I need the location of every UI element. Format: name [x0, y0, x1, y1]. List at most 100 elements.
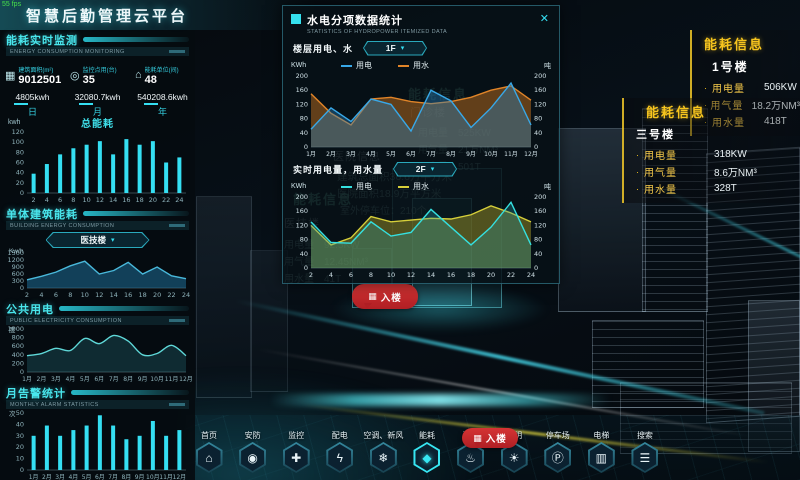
floor-usage-label: 楼层用电、水 — [293, 43, 354, 54]
info-row: · 用水量 328T — [636, 183, 737, 196]
enter-building-tag[interactable]: ▦ 入楼 — [462, 428, 518, 448]
svg-text:24: 24 — [527, 271, 535, 279]
svg-text:6: 6 — [349, 271, 353, 279]
svg-text:7月: 7月 — [426, 151, 436, 158]
svg-text:0: 0 — [304, 143, 308, 151]
svg-text:24: 24 — [175, 196, 183, 204]
close-icon[interactable]: ✕ — [539, 13, 549, 25]
building-dropdown[interactable]: 医技楼 ▾ — [45, 232, 150, 248]
hydropower-stats-modal: 水电分项数据统计 STATISTICS OF HYDROPOWER ITEMIZ… — [282, 5, 560, 284]
svg-text:7月: 7月 — [109, 376, 119, 383]
svg-text:1月: 1月 — [29, 474, 39, 480]
svg-text:40: 40 — [534, 129, 542, 137]
svg-text:9月: 9月 — [466, 151, 476, 158]
search-icon: ☰ — [631, 442, 659, 473]
svg-text:3月: 3月 — [346, 151, 356, 158]
svg-text:4月: 4月 — [366, 151, 376, 158]
svg-text:2月: 2月 — [42, 474, 52, 480]
modal-title-icon — [291, 14, 301, 24]
energy-unit-icon: ⌂ — [135, 69, 142, 81]
svg-text:1200: 1200 — [7, 256, 24, 264]
floor-dropdown-2[interactable]: 2F ▾ — [393, 161, 458, 177]
nav-item-monitoring[interactable]: 监控 ✚ — [275, 430, 317, 478]
svg-text:160: 160 — [296, 207, 308, 215]
svg-text:2: 2 — [32, 196, 36, 204]
section-header-public-electricity: 公共用电 — [6, 302, 189, 316]
svg-text:10月: 10月 — [146, 474, 160, 480]
svg-text:20: 20 — [153, 291, 161, 299]
energy-info-panel-building3: 能耗信息 三号楼 · 用电量 318KW · 用气量 8.6万NM³ · 用水量 328T — [622, 98, 800, 203]
lightning-icon: ϟ — [326, 442, 354, 473]
svg-text:0: 0 — [534, 143, 538, 151]
svg-text:11月: 11月 — [504, 151, 518, 158]
svg-text:0: 0 — [20, 368, 24, 376]
svg-text:20: 20 — [149, 196, 157, 204]
svg-text:0: 0 — [20, 466, 24, 474]
road-glow-band — [270, 394, 610, 406]
svg-text:20: 20 — [16, 179, 24, 187]
svg-text:120: 120 — [296, 221, 308, 229]
nav-item-elevator[interactable]: 电梯 ▥ — [580, 430, 622, 478]
svg-text:11月: 11月 — [165, 376, 179, 383]
svg-text:6月: 6月 — [94, 376, 104, 383]
svg-text:800: 800 — [12, 334, 24, 342]
svg-text:12月: 12月 — [524, 151, 538, 158]
fps-counter: 55 fps — [2, 1, 22, 8]
svg-text:120: 120 — [534, 221, 546, 229]
elevator-icon: ▥ — [587, 442, 615, 473]
nav-item-home[interactable]: 首页 ⌂ — [188, 430, 230, 478]
nav-item-energy[interactable]: 能耗 ◆ — [406, 430, 448, 478]
svg-text:22: 22 — [162, 196, 170, 204]
svg-text:60: 60 — [16, 159, 24, 167]
svg-text:1月: 1月 — [306, 151, 316, 158]
floor-dropdown-1[interactable]: 1F ▾ — [363, 40, 428, 56]
svg-text:80: 80 — [534, 115, 542, 123]
svg-text:8: 8 — [369, 271, 373, 279]
svg-text:40: 40 — [16, 169, 24, 177]
panel-header: 能耗信息 — [646, 105, 707, 120]
svg-text:3月: 3月 — [51, 376, 61, 383]
legend-electricity-swatch — [341, 64, 352, 67]
nav-item-security[interactable]: 安防 ◉ — [232, 430, 274, 478]
svg-text:10: 10 — [82, 196, 90, 204]
section-subtitle: BUILDING ENERGY CONSUMPTION — [6, 221, 189, 230]
svg-text:300: 300 — [12, 277, 24, 285]
nav-item-power[interactable]: 配电 ϟ — [319, 430, 361, 478]
floor-usage-chart: 0 0 40 40 80 80 120 120 160 160 200 200 1月 2月 3月 4月 5月 6月… — [287, 72, 555, 158]
chevron-down-icon: ▾ — [430, 166, 435, 173]
nav-item-parking[interactable]: 停车场 Ⓟ — [537, 430, 579, 478]
svg-text:8月: 8月 — [446, 151, 456, 158]
svg-text:9月: 9月 — [138, 376, 148, 383]
svg-text:5月: 5月 — [80, 376, 90, 383]
svg-text:100: 100 — [12, 138, 24, 146]
legend-water-swatch — [398, 64, 409, 67]
svg-text:0: 0 — [304, 264, 308, 272]
nav-item-search[interactable]: 搜索 ☰ — [624, 430, 666, 478]
svg-text:900: 900 — [12, 263, 24, 271]
monthly-alarm-bar-chart: 0 10 20 30 40 50 1月 2月 3月 4月 5月 6月 7月 8月 9月 10月 11月 12月 — [3, 409, 192, 480]
totals-row: 4805kwh 日 32080.7kwh 月 540208.6kwh 年 — [0, 92, 195, 117]
svg-text:10: 10 — [81, 291, 89, 299]
section-header-energy-monitoring: 能耗实时监测 — [6, 33, 189, 47]
svg-text:16: 16 — [122, 196, 130, 204]
building-wireframe — [592, 320, 704, 408]
nav-item-hvac[interactable]: 空调、新风 ❄ — [362, 430, 404, 478]
chevron-down-icon: ▾ — [400, 45, 405, 52]
info-row: · 用电量 506KW — [704, 82, 797, 95]
svg-text:2: 2 — [309, 271, 313, 279]
svg-text:12: 12 — [407, 271, 415, 279]
svg-text:20: 20 — [487, 271, 495, 279]
svg-text:80: 80 — [16, 148, 24, 156]
stat-building-area: ▦ 建筑面积(m²) 9012501 — [5, 67, 62, 86]
svg-text:12: 12 — [95, 291, 103, 299]
chart-title: 总能耗 — [81, 118, 114, 130]
svg-text:5月: 5月 — [386, 151, 396, 158]
enter-building-tag[interactable]: ▦ 入楼 — [352, 284, 418, 309]
section-subtitle: MONTHLY ALARM STATISTICS — [6, 400, 189, 409]
svg-text:1月: 1月 — [22, 376, 32, 383]
svg-text:120: 120 — [296, 100, 308, 108]
svg-text:3月: 3月 — [55, 474, 65, 480]
svg-text:8: 8 — [68, 291, 72, 299]
svg-text:10: 10 — [16, 455, 24, 463]
